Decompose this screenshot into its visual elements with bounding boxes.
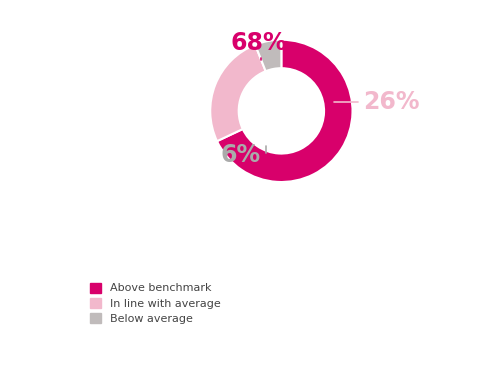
Wedge shape bbox=[210, 45, 265, 141]
Text: 26%: 26% bbox=[334, 90, 420, 114]
Text: 68%: 68% bbox=[230, 31, 287, 60]
Wedge shape bbox=[255, 40, 281, 71]
Text: 6%: 6% bbox=[221, 143, 266, 167]
Wedge shape bbox=[217, 40, 352, 182]
Legend: Above benchmark, In line with average, Below average: Above benchmark, In line with average, B… bbox=[84, 277, 226, 329]
